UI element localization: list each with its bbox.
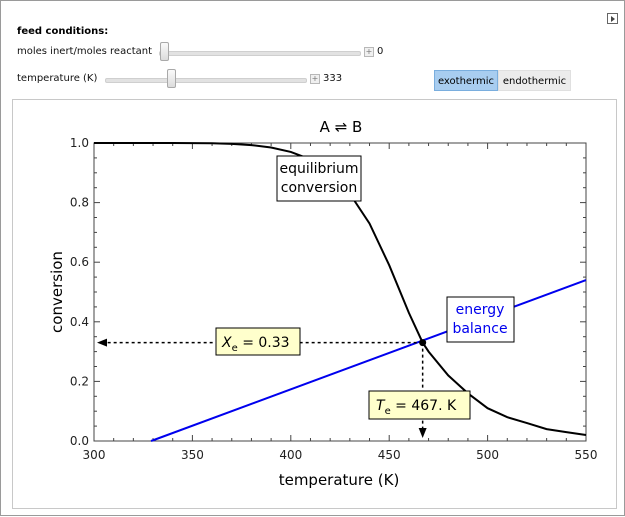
equilibrium-curve bbox=[94, 142, 587, 436]
xe-label-box bbox=[215, 327, 301, 356]
eq-label-text: conversion bbox=[281, 180, 357, 196]
slider2-thumb[interactable] bbox=[167, 69, 176, 88]
xe-arrowhead bbox=[97, 338, 107, 347]
x-tick-label: 400 bbox=[279, 448, 302, 462]
xe-label-text: Xe = 0.33 bbox=[221, 335, 290, 354]
slider1-thumb[interactable] bbox=[160, 42, 169, 61]
endothermic-toggle[interactable]: endothermic bbox=[498, 70, 571, 91]
slider2-label: temperature (K) bbox=[17, 73, 98, 84]
y-tick-label: 0.0 bbox=[70, 434, 89, 448]
x-tick-label: 300 bbox=[83, 448, 106, 462]
x-axis-label: temperature (K) bbox=[279, 471, 400, 489]
y-tick-label: 0.6 bbox=[70, 255, 89, 269]
x-tick-label: 350 bbox=[181, 448, 204, 462]
eq-label-text: equilibrium bbox=[279, 161, 358, 177]
y-tick-label: 0.4 bbox=[70, 315, 89, 329]
y-tick-label: 0.2 bbox=[70, 374, 89, 388]
x-tick-label: 450 bbox=[378, 448, 401, 462]
y-axis-label: conversion bbox=[48, 251, 66, 333]
slider2-track[interactable] bbox=[105, 78, 307, 83]
chart-title: A ⇌ B bbox=[320, 118, 363, 136]
eb-label-text: energy bbox=[456, 302, 505, 318]
slider1-label: moles inert/moles reactant bbox=[17, 46, 153, 57]
play-icon[interactable] bbox=[607, 13, 618, 24]
intersection-point bbox=[419, 339, 427, 347]
te-label-box bbox=[368, 390, 471, 420]
eb-label-text: balance bbox=[452, 321, 507, 337]
slider1-expand-icon[interactable]: + bbox=[364, 47, 374, 57]
y-tick-label: 1.0 bbox=[70, 136, 89, 150]
controls-heading: feed conditions: bbox=[17, 26, 109, 37]
controls-area: feed conditions: moles inert/moles react… bbox=[1, 1, 624, 98]
slider1-track[interactable] bbox=[159, 51, 361, 56]
y-tick-label: 0.8 bbox=[70, 196, 89, 210]
te-arrowhead bbox=[418, 428, 427, 438]
te-label-text: Te = 467. K bbox=[376, 398, 457, 417]
x-tick-label: 500 bbox=[476, 448, 499, 462]
eb-label-box bbox=[446, 296, 515, 343]
exothermic-toggle[interactable]: exothermic bbox=[434, 70, 498, 91]
slider1-value: 0 bbox=[377, 46, 384, 57]
slider2-value: 333 bbox=[323, 73, 343, 84]
slider2-expand-icon[interactable]: + bbox=[310, 74, 320, 84]
x-tick-label: 550 bbox=[575, 448, 598, 462]
eq-label-box bbox=[276, 155, 362, 202]
